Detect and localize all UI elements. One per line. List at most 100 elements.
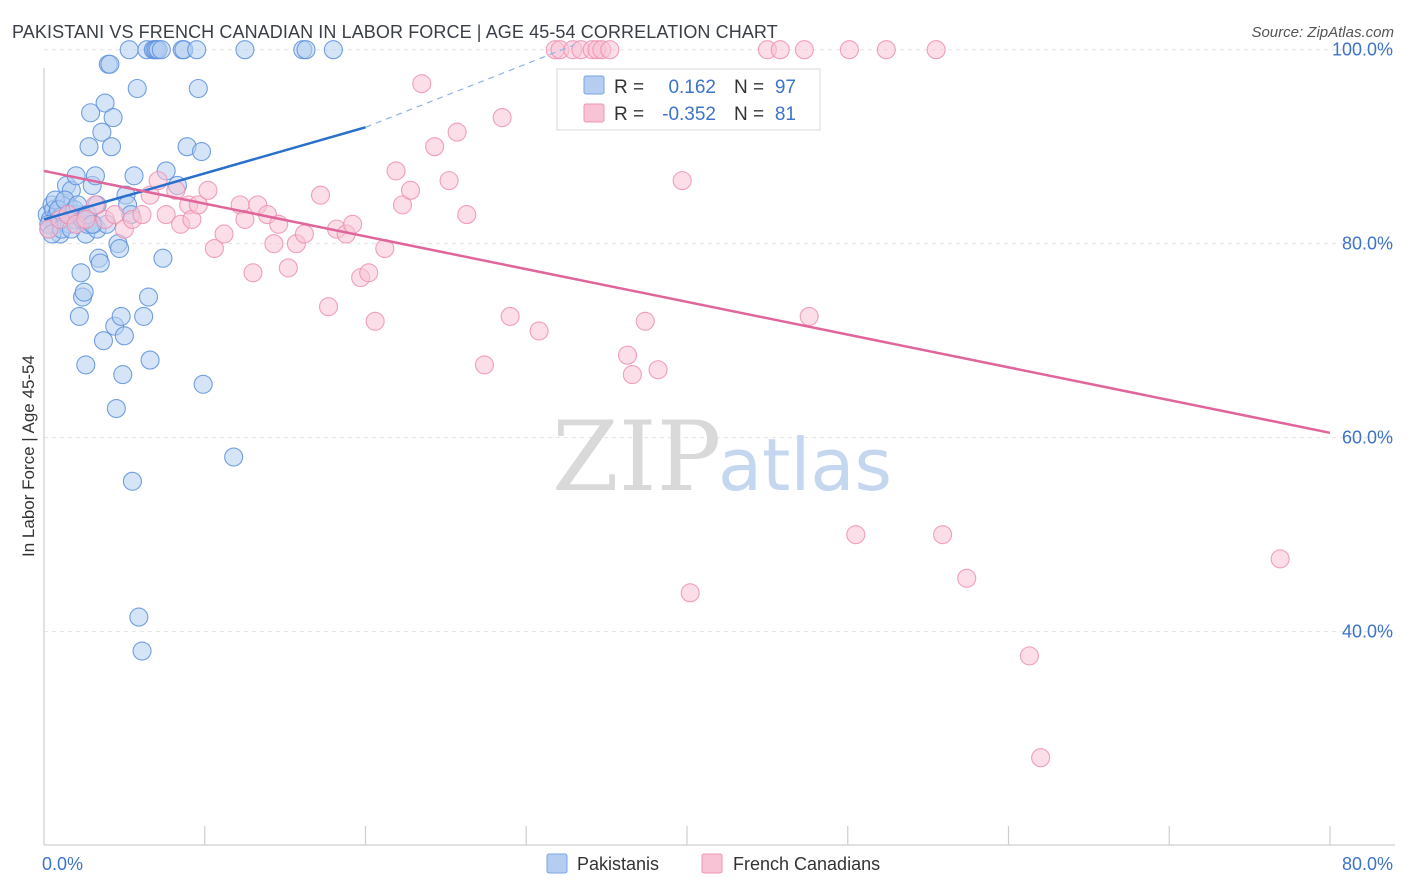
french-canadians-point-10 [132,205,152,225]
pakistanis-point-79 [296,40,316,60]
french-canadians-point-71 [839,40,859,60]
pakistanis-point-74 [191,141,212,162]
french-canadians-point-42 [392,195,413,215]
french-canadians-point-45 [425,137,445,157]
watermark: ZIP atlas [552,401,892,513]
french-canadians-point-41 [386,161,406,181]
pakistanis-point-53 [122,471,142,491]
pakistanis-point-37 [95,93,115,113]
pakistanis-trend-extension [365,44,575,128]
legend: Pakistanis French Canadians [546,853,880,874]
french-canadians-point-46 [439,171,459,191]
watermark-atlas: atlas [718,423,892,507]
stats-swatch-french [583,103,605,123]
french-canadians-point-69 [794,40,814,60]
french-canadians-point-29 [278,258,298,278]
french-canadians-point-13 [156,205,176,225]
french-canadians-point-4 [76,209,96,229]
french-canadians-point-79 [1270,549,1290,569]
pakistanis-point-48 [106,399,126,419]
pakistanis-point-76 [224,447,244,467]
french-canadians-points [39,40,1290,768]
pakistanis-point-26 [79,137,99,157]
pakistanis-point-72 [187,40,207,60]
french-canadians-point-51 [500,306,520,326]
french-canadians-point-39 [365,311,385,331]
axes [43,68,1395,846]
pakistanis-point-45 [110,238,130,259]
y-axis-title: In Labor Force | Age 45-54 [19,355,38,557]
french-canadians-trend-line [43,169,1331,435]
french-canadians-point-44 [412,74,432,94]
pakistanis-point-82 [132,641,152,661]
pakistanis-point-73 [188,78,208,99]
pakistanis-point-36 [76,355,96,375]
pakistanis-point-80 [323,40,343,60]
french-canadians-point-65 [672,171,692,191]
french-canadians-point-61 [617,345,638,365]
legend-swatch-french[interactable] [701,853,723,874]
french-canadians-point-43 [400,180,421,200]
stats-n-label-pakistanis: N = [734,77,764,98]
french-canadians-point-77 [1019,646,1039,666]
stats-n-french: 81 [775,104,796,125]
pakistanis-point-20 [71,263,91,283]
pakistanis-point-75 [193,374,213,394]
pakistanis-point-55 [124,166,144,186]
pakistanis-point-81 [129,607,149,627]
pakistanis-point-27 [81,103,101,123]
french-canadians-point-21 [214,224,234,244]
french-canadians-point-38 [359,263,379,283]
french-canadians-point-47 [447,122,467,142]
french-canadians-point-66 [680,583,700,603]
pakistanis-point-46 [111,306,131,326]
watermark-zip: ZIP [552,401,721,513]
pakistanis-point-49 [114,326,134,346]
pakistanis-point-22 [74,282,94,302]
y-tick-labels: 100.0% 80.0% 60.0% 40.0% [1332,40,1393,642]
french-canadians-point-32 [310,185,331,205]
legend-label-pakistanis[interactable]: Pakistanis [577,854,659,874]
french-canadians-point-68 [770,40,790,60]
french-canadians-point-52 [529,321,549,341]
pakistanis-point-56 [127,78,147,99]
pakistanis-point-57 [134,306,154,326]
x-tick-marks [204,826,1331,845]
french-canadians-point-63 [648,360,668,380]
pakistanis-point-60 [140,350,160,370]
stats-r-label-french: R = [614,104,644,125]
french-canadians-point-24 [243,263,263,283]
chart-source: Source: ZipAtlas.com [1251,24,1394,41]
french-canadians-point-33 [318,297,339,317]
french-canadians-point-36 [343,214,363,234]
pakistanis-point-41 [101,137,122,157]
chart-title: PAKISTANI VS FRENCH CANADIAN IN LABOR FO… [12,22,778,42]
french-canadians-point-80 [622,365,642,385]
stats-r-pakistanis: 0.162 [668,77,716,98]
y-tick-label-3: 40.0% [1342,622,1393,642]
pakistanis-point-34 [92,122,112,142]
pakistanis-point-65 [151,40,171,60]
gridlines [44,49,1395,633]
pakistanis-point-66 [153,248,173,268]
french-canadians-point-27 [264,234,284,254]
french-canadians-point-19 [198,180,218,200]
pakistanis-point-42 [103,108,123,128]
legend-swatch-pakistanis[interactable] [546,853,568,874]
pakistanis-points [37,40,343,661]
french-canadians-point-7 [105,205,125,225]
legend-label-french[interactable]: French Canadians [733,854,880,874]
french-canadians-point-74 [926,40,946,60]
pakistanis-point-54 [119,40,139,60]
stats-r-french: -0.352 [662,104,716,125]
stats-box: R = 0.162 N = 97 R = -0.352 N = 81 [556,68,821,131]
y-tick-label-0: 100.0% [1332,40,1393,60]
stats-n-label-french: N = [734,104,764,125]
stats-n-pakistanis: 97 [775,77,796,98]
french-canadians-point-62 [635,311,655,331]
pakistanis-point-33 [90,253,110,273]
french-canadians-point-48 [457,205,477,225]
french-canadians-point-60 [600,40,620,60]
pakistanis-point-59 [138,287,159,307]
